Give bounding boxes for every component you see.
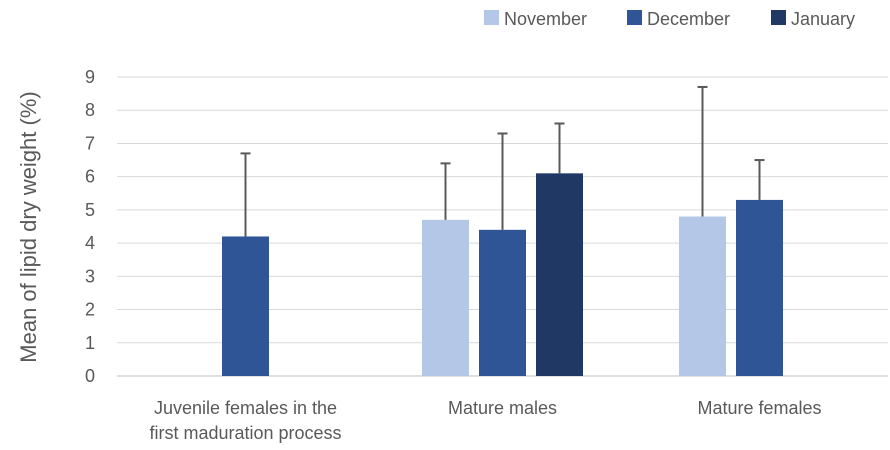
y-tick-label: 9 [85, 67, 95, 87]
y-tick-label: 0 [85, 366, 95, 386]
legend-label: December [647, 9, 730, 29]
legend-label: November [504, 9, 587, 29]
legend-swatch [484, 10, 499, 25]
bar-november [679, 216, 726, 376]
y-tick-label: 8 [85, 100, 95, 120]
y-tick-label: 4 [85, 233, 95, 253]
y-tick-label: 1 [85, 333, 95, 353]
bar-december [222, 236, 269, 376]
error-bars [240, 85, 765, 237]
y-tick-label: 5 [85, 200, 95, 220]
x-category-label: Mature males [448, 398, 557, 418]
y-axis-label: Mean of lipid dry weight (%) [16, 91, 41, 362]
y-tick-label: 7 [85, 133, 95, 153]
x-category-label: Mature females [697, 398, 821, 418]
legend-swatch [771, 10, 786, 25]
y-tick-label: 3 [85, 266, 95, 286]
bars [222, 173, 783, 376]
legend: November December January [484, 9, 855, 29]
x-category-label: first maduration process [149, 423, 341, 443]
legend-label: January [791, 9, 855, 29]
bar-november [422, 219, 469, 376]
y-axis-ticks: 0 1 2 3 4 5 6 7 8 9 [85, 67, 95, 386]
x-category-label: Juvenile females in the [154, 398, 337, 418]
legend-swatch [627, 10, 642, 25]
x-axis-categories: Juvenile females in the first maduration … [149, 398, 821, 443]
y-tick-label: 2 [85, 300, 95, 320]
bar-december [479, 229, 526, 376]
bar-december [736, 199, 783, 376]
bar-january [536, 173, 583, 376]
y-tick-label: 6 [85, 167, 95, 187]
